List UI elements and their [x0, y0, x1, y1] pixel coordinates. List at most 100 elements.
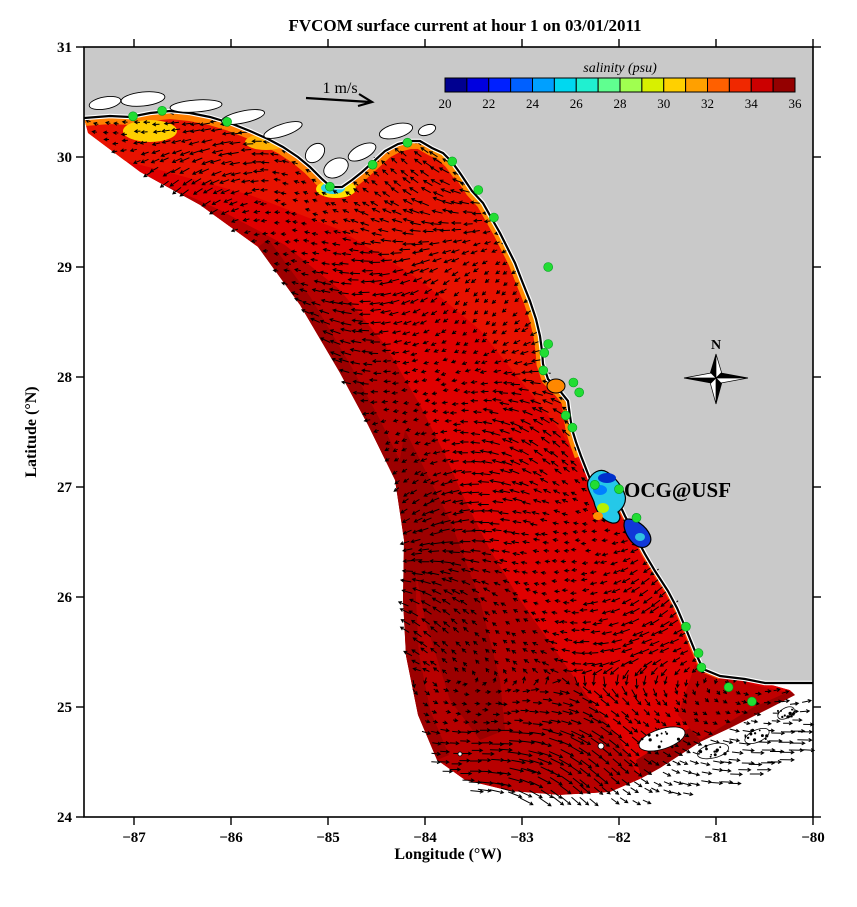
lagoon-shape: [304, 142, 326, 164]
mangrove-speckle: [749, 732, 753, 736]
mangrove-speckle: [713, 750, 716, 753]
mangrove-speckle: [788, 711, 792, 716]
lagoon-shape: [220, 109, 266, 125]
lagoon-shape: [263, 121, 303, 139]
colorbar-tick-label: 30: [657, 96, 670, 111]
charlotte-harbor: [623, 518, 652, 548]
y-tick-label: 31: [57, 40, 72, 56]
mangrove-speckle: [713, 753, 717, 757]
mangrove-speckle: [640, 737, 644, 741]
scale-label: 1 m/s: [322, 80, 357, 97]
mangrove-speckle: [648, 738, 652, 742]
axes-layer: −87 −86 −85 −84 −83 −82 −81 −80 24 25 26 27 28 29 30 31…: [23, 39, 825, 863]
lagoon-shape: [323, 157, 349, 179]
coastline: [83, 109, 813, 685]
colorbar-segment: [532, 77, 555, 93]
mangrove-speckles: [640, 708, 796, 758]
colorbar-segment: [663, 77, 687, 93]
x-tick-label: −83: [510, 830, 534, 846]
colorbar-segment: [728, 77, 752, 93]
colorbar-tick-label: 26: [570, 96, 584, 111]
x-tick-label: −86: [219, 830, 243, 846]
salinity-patch-dark-offshore: [140, 172, 640, 795]
compass-n-label: N: [711, 338, 721, 353]
mangrove-speckle: [709, 755, 712, 758]
colorbar-segment: [619, 77, 643, 93]
mangrove-speckle: [744, 734, 747, 737]
mangrove-speckle: [747, 736, 750, 739]
x-tick-label: −80: [801, 830, 825, 846]
tampa-bay-orange: [593, 512, 603, 520]
mangrove-speckle: [664, 731, 667, 733]
lagoon-shape: [169, 99, 223, 113]
mangrove-speckle: [723, 752, 727, 756]
mangrove-speckle: [764, 737, 767, 741]
station-dot: [589, 479, 600, 490]
mangrove-speckle: [660, 740, 663, 743]
x-tick-label: −84: [413, 830, 437, 846]
colorbar-segment: [444, 77, 468, 93]
colorbar-segment: [597, 77, 621, 93]
colorbar-segment: [685, 77, 708, 93]
ocg-usf-label: OCG@USF: [624, 478, 731, 502]
y-tick-label: 26: [57, 590, 73, 606]
y-tick-label: 29: [57, 260, 72, 276]
x-tick-label: −81: [704, 830, 728, 846]
station-dot: [723, 682, 734, 693]
mangrove-speckle: [758, 729, 761, 732]
compass-point-e-light: [715, 377, 749, 384]
mangrove-speckle: [698, 750, 703, 754]
mangrove-speckle: [753, 732, 757, 735]
x-axis-label: Longitude (°W): [394, 846, 501, 863]
y-tick-label: 27: [57, 480, 73, 496]
station-dot: [614, 484, 624, 495]
colorbar-segment: [553, 77, 577, 93]
mangrove-speckle: [781, 715, 784, 719]
station-dot: [447, 156, 458, 167]
colorbar-segment: [488, 77, 512, 93]
colorbar-tick-label: 20: [439, 96, 452, 111]
colorbar-tick-label: 28: [614, 96, 627, 111]
y-axis-label: Latitude (°N): [23, 386, 40, 477]
station-dot: [538, 365, 549, 376]
mangrove-speckle: [790, 715, 793, 718]
mangrove-speckle: [751, 728, 755, 732]
station-dot: [539, 347, 550, 358]
mangrove-speckle: [719, 746, 722, 749]
station-dot: [128, 111, 138, 122]
colorbar-tick-label: 36: [789, 96, 803, 111]
station-dot: [560, 410, 571, 421]
waccasassa-inlet: [546, 378, 566, 394]
station-dot: [222, 117, 232, 127]
lagoon-shape: [347, 142, 377, 162]
station-dot: [157, 106, 167, 116]
colorbar: salinity (psu) 20 22 24 26 28 30 32 34 36: [439, 61, 803, 111]
compass-point-w-light: [683, 372, 717, 379]
tampa-bay-green: [597, 503, 609, 513]
vector-scale: 1 m/s: [305, 80, 375, 108]
station-dot: [681, 621, 691, 632]
lagoon-shape: [88, 96, 122, 110]
station-dot: [543, 339, 554, 349]
colorbar-tick-label: 34: [745, 96, 759, 111]
station-dot: [402, 137, 413, 148]
mangrove-speckle: [710, 753, 713, 756]
x-tick-label: −87: [122, 830, 146, 846]
colorbar-segment: [772, 77, 796, 93]
mangrove-speckle: [676, 737, 681, 741]
colorbar-label: salinity (psu): [583, 61, 657, 76]
y-tick-label: 30: [57, 150, 72, 166]
mangrove-speckle: [783, 714, 786, 717]
station-dot: [567, 422, 578, 433]
station-dot: [574, 387, 585, 398]
station-dot: [568, 377, 579, 388]
lagoon-layer: [88, 91, 437, 179]
key-island: [744, 727, 770, 745]
mangrove-speckle: [744, 735, 747, 738]
figure-title: FVCOM surface current at hour 1 on 03/01…: [288, 16, 641, 35]
y-tick-label: 28: [57, 370, 72, 386]
mangrove-speckle: [678, 740, 681, 743]
mangrove-speckle: [715, 748, 719, 752]
colorbar-segment: [641, 77, 665, 93]
